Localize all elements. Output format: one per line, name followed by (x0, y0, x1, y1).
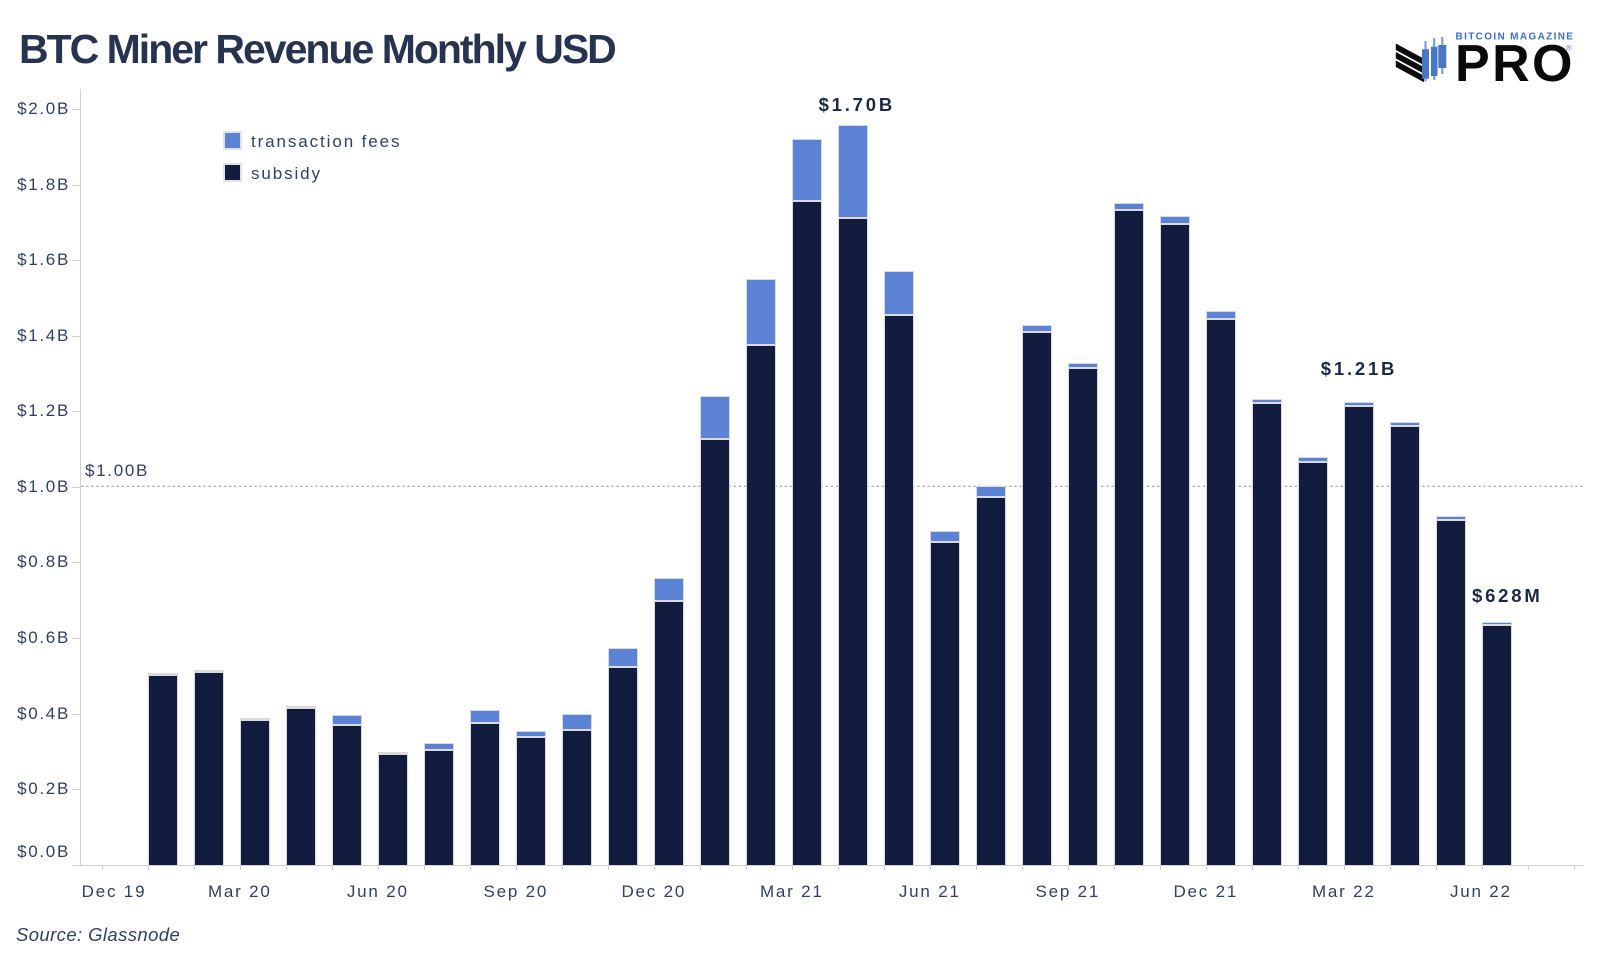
svg-text:PRO: PRO (1455, 35, 1575, 86)
svg-text:®: ® (1566, 44, 1572, 53)
svg-text:BITCOIN MAGAZINE: BITCOIN MAGAZINE (1456, 32, 1575, 43)
